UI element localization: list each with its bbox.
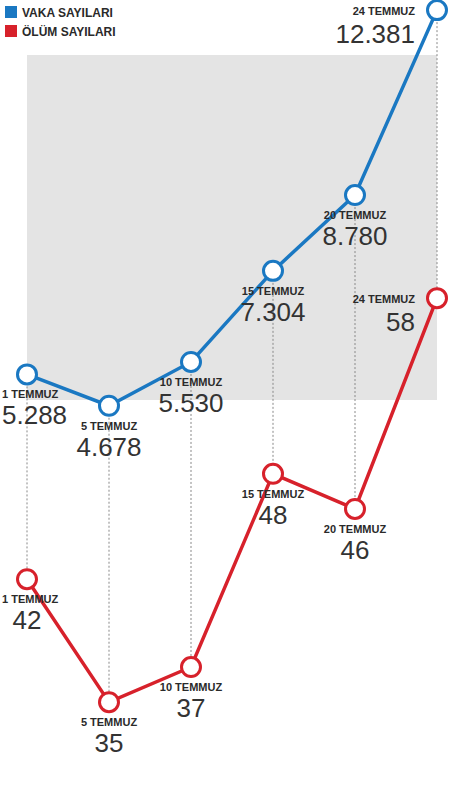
connector (437, 10, 438, 298)
photo-placeholder (27, 55, 437, 400)
date-label: 15 TEMMUZ (242, 488, 305, 500)
value-label: 42 (13, 605, 42, 635)
value-label: 48 (259, 500, 288, 530)
date-label: 24 TEMMUZ (353, 5, 416, 17)
value-label: 8.780 (322, 221, 387, 251)
value-label: 46 (341, 535, 370, 565)
plot-area (18, 1, 447, 712)
point-marker (182, 658, 201, 677)
series-line (27, 10, 437, 406)
point-marker (100, 396, 119, 415)
date-label: 1 TEMMUZ (2, 593, 59, 605)
chart-container: 1 TEMMUZ5.2885 TEMMUZ4.67810 TEMMUZ5.530… (0, 0, 472, 785)
chart-svg: 1 TEMMUZ5.2885 TEMMUZ4.67810 TEMMUZ5.530… (0, 0, 472, 785)
point-marker (428, 289, 447, 308)
point-marker (264, 261, 283, 280)
series-line (27, 298, 437, 702)
value-label: 37 (177, 693, 206, 723)
date-label: 10 TEMMUZ (160, 681, 223, 693)
value-label: 7.304 (240, 297, 305, 327)
value-label: 5.530 (158, 388, 223, 418)
legend: VAKA SAYILARI ÖLÜM SAYILARI (5, 6, 116, 39)
date-label: 20 TEMMUZ (324, 209, 387, 221)
point-marker (346, 499, 365, 518)
point-marker (18, 365, 37, 384)
date-label: 10 TEMMUZ (160, 376, 223, 388)
labels: 1 TEMMUZ5.2885 TEMMUZ4.67810 TEMMUZ5.530… (2, 5, 415, 758)
legend-label: ÖLÜM SAYILARI (22, 24, 116, 39)
point-marker (18, 570, 37, 589)
legend-swatch (5, 6, 17, 18)
date-label: 20 TEMMUZ (324, 523, 387, 535)
date-label: 1 TEMMUZ (2, 388, 59, 400)
date-label: 15 TEMMUZ (242, 285, 305, 297)
value-label: 12.381 (335, 19, 415, 49)
point-marker (182, 352, 201, 371)
point-marker (100, 693, 119, 712)
value-label: 5.288 (2, 400, 67, 430)
point-marker (346, 186, 365, 205)
date-label: 5 TEMMUZ (81, 420, 138, 432)
value-label: 58 (386, 307, 415, 337)
legend-swatch (5, 25, 17, 37)
point-marker (428, 1, 447, 20)
date-label: 24 TEMMUZ (353, 293, 416, 305)
point-marker (264, 464, 283, 483)
value-label: 35 (95, 728, 124, 758)
value-label: 4.678 (76, 432, 141, 462)
date-label: 5 TEMMUZ (81, 716, 138, 728)
legend-label: VAKA SAYILARI (22, 6, 113, 20)
